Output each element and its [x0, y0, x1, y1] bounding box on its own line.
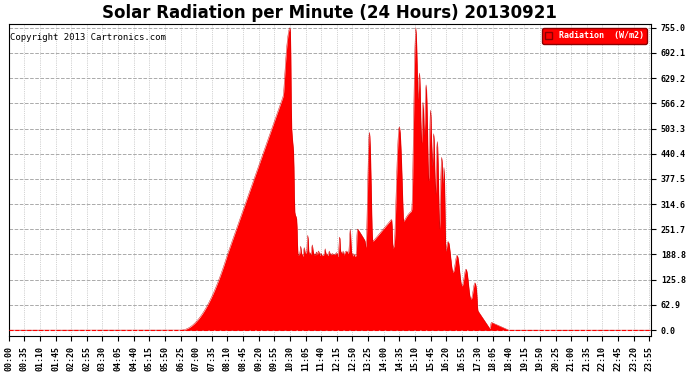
- Text: Copyright 2013 Cartronics.com: Copyright 2013 Cartronics.com: [10, 33, 166, 42]
- Title: Solar Radiation per Minute (24 Hours) 20130921: Solar Radiation per Minute (24 Hours) 20…: [102, 4, 558, 22]
- Legend: Radiation  (W/m2): Radiation (W/m2): [542, 28, 647, 44]
